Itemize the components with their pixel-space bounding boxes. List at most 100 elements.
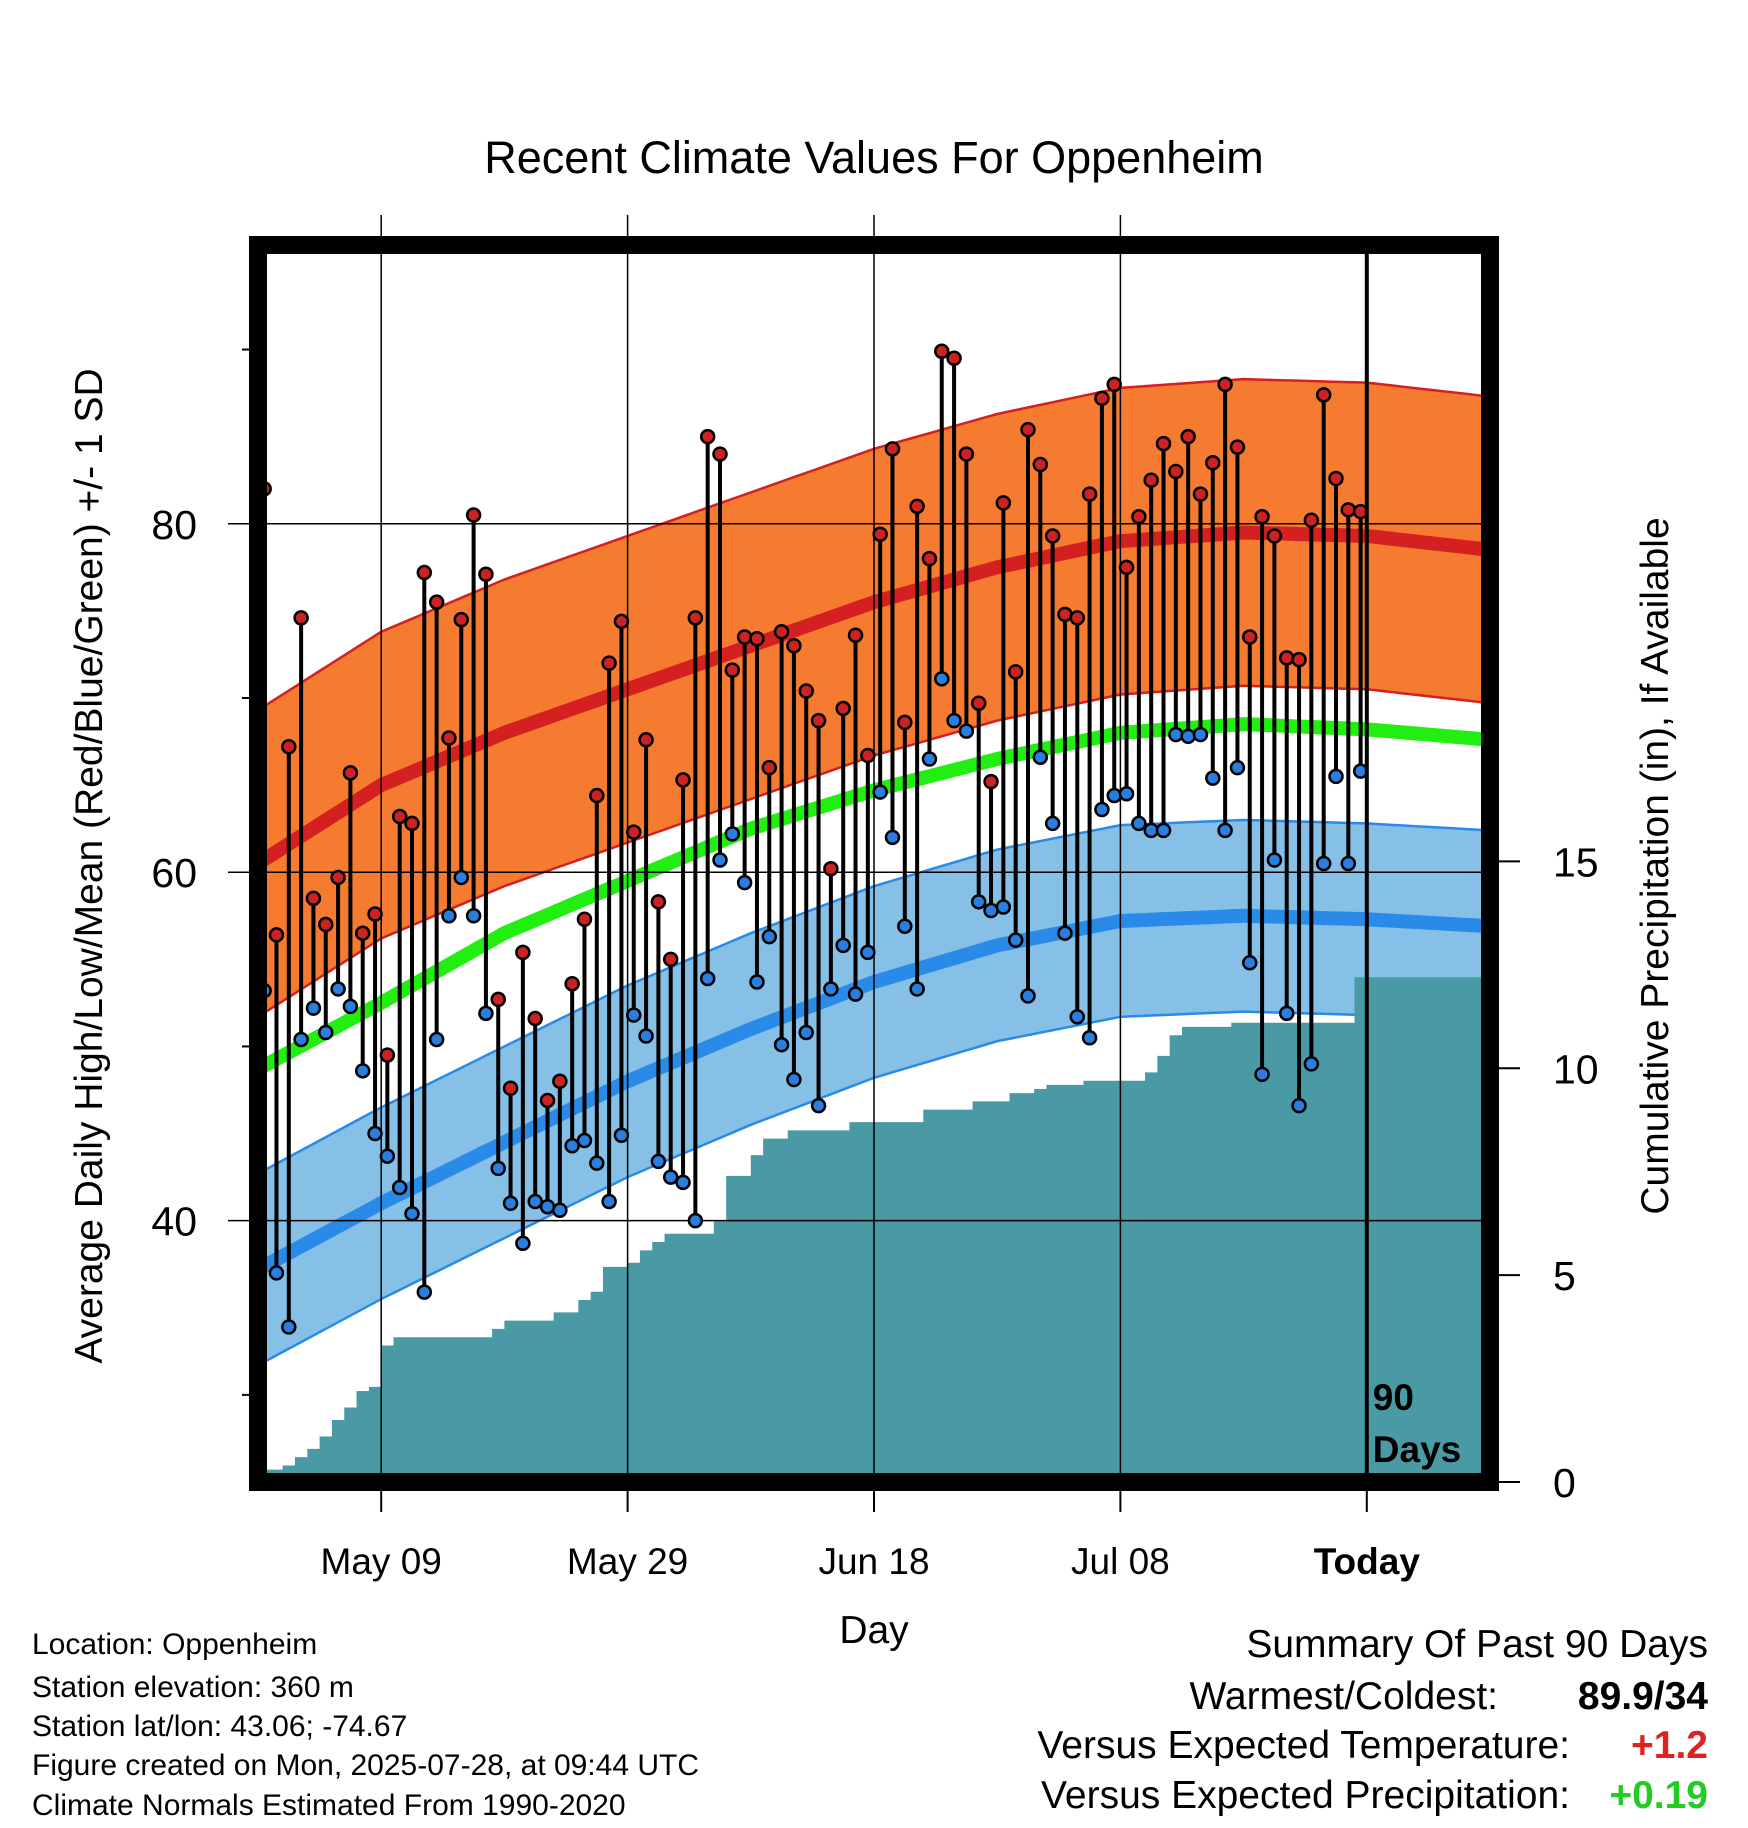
high-point [379, 1047, 396, 1063]
high-point [527, 1010, 543, 1027]
low-point [1106, 787, 1122, 804]
low-point [354, 1063, 371, 1079]
low-point [995, 899, 1012, 915]
high-point [576, 911, 593, 928]
high-point [1303, 512, 1320, 529]
high-point [1192, 486, 1209, 502]
x-tick-label: May 09 [321, 1541, 442, 1582]
warmest-coldest-label: Warmest/Coldest: [1189, 1675, 1498, 1718]
high-point [478, 566, 494, 583]
low-point [515, 1235, 531, 1252]
x-tick-label: Today [1314, 1541, 1421, 1582]
warmest-coldest-value: 89.9/34 [1577, 1675, 1708, 1718]
low-point [1217, 822, 1233, 839]
high-point [428, 594, 445, 610]
high-point [675, 772, 691, 788]
high-point [749, 630, 765, 647]
high-point [712, 446, 728, 462]
low-point [576, 1132, 593, 1149]
low-point [1032, 749, 1049, 765]
plot-frame [249, 236, 1499, 1491]
high-point [1266, 528, 1283, 544]
low-point [478, 1005, 494, 1022]
low-point [1044, 815, 1061, 832]
precip-tick-label: 5 [1553, 1253, 1576, 1299]
high-point [1118, 559, 1135, 576]
low-point [539, 1198, 556, 1215]
low-point [1118, 786, 1135, 802]
low-point [1340, 855, 1357, 872]
low-point [823, 981, 839, 997]
high-point [884, 441, 901, 457]
low-point [1192, 726, 1209, 743]
high-point [699, 428, 716, 445]
high-point [1254, 509, 1270, 525]
low-point [983, 902, 999, 919]
low-point [835, 937, 851, 954]
x-axis-label: Day [839, 1609, 909, 1652]
low-point [441, 908, 457, 924]
summary-title: Summary Of Past 90 Days [1246, 1623, 1708, 1666]
high-point [589, 787, 605, 804]
low-point [1131, 815, 1147, 832]
high-point [897, 714, 913, 731]
low-point [786, 1071, 802, 1088]
high-point [1278, 650, 1295, 666]
high-point [662, 951, 679, 968]
low-point [897, 918, 913, 934]
high-point [1229, 439, 1246, 455]
low-point [1020, 988, 1036, 1004]
y-axis-label: Average Daily High/Low/Mean (Red/Blue/Gr… [68, 368, 111, 1363]
today-days-label: Days [1373, 1429, 1461, 1470]
high-point [626, 824, 642, 840]
precip-anomaly-value: +0.19 [1609, 1774, 1708, 1817]
x-tick-label: May 29 [567, 1541, 688, 1582]
precip-tick-label: 0 [1553, 1460, 1576, 1506]
high-point [1032, 456, 1049, 473]
low-point [724, 826, 741, 842]
y-tick-label: 40 [151, 1199, 197, 1245]
latlon-text: Station lat/lon: 43.06; -74.67 [32, 1710, 408, 1743]
high-point [638, 732, 654, 748]
high-point [724, 662, 741, 678]
low-point [330, 981, 346, 997]
low-point [613, 1127, 630, 1144]
low-point [293, 1031, 309, 1048]
high-point [564, 975, 580, 992]
high-point [1340, 502, 1357, 518]
high-point [921, 550, 938, 567]
low-point [1180, 728, 1196, 745]
low-point [934, 671, 950, 687]
low-point [736, 874, 753, 891]
low-point [860, 944, 876, 961]
high-point [1180, 428, 1196, 445]
precip-anomaly-label: Versus Expected Precipitation: [1041, 1774, 1570, 1817]
high-point [1044, 528, 1061, 544]
low-point [749, 974, 765, 990]
low-point [1266, 852, 1283, 868]
high-point [1007, 664, 1024, 680]
high-point [330, 869, 346, 886]
high-point [1057, 606, 1073, 623]
low-point [1328, 768, 1344, 785]
low-point [465, 908, 482, 924]
precip-axis-label: Cumulative Precipitation (in), If Availa… [1634, 517, 1677, 1214]
low-point [1315, 855, 1332, 872]
high-point [1155, 435, 1172, 452]
low-point [1242, 955, 1258, 971]
low-point [638, 1028, 654, 1044]
precip-tick-label: 15 [1553, 839, 1599, 885]
low-point [367, 1125, 383, 1142]
low-point [921, 751, 938, 767]
low-point [650, 1153, 667, 1170]
x-tick-label: Jun 18 [818, 1541, 929, 1582]
high-point [798, 683, 814, 699]
high-point [761, 759, 778, 776]
high-point [552, 1073, 568, 1090]
low-point [1303, 1056, 1320, 1072]
high-point [1291, 651, 1307, 668]
low-point [1254, 1066, 1270, 1083]
low-point [601, 1193, 617, 1210]
low-point [909, 981, 925, 997]
high-point [601, 655, 617, 671]
